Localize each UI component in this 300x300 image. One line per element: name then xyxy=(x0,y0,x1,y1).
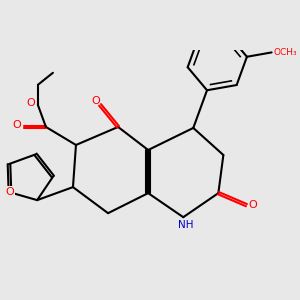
Text: NH: NH xyxy=(178,220,193,230)
Text: O: O xyxy=(12,120,21,130)
Text: O: O xyxy=(248,200,257,210)
Text: O: O xyxy=(92,96,100,106)
Text: O: O xyxy=(26,98,35,108)
Text: OCH₃: OCH₃ xyxy=(274,48,297,57)
Text: O: O xyxy=(6,187,14,197)
